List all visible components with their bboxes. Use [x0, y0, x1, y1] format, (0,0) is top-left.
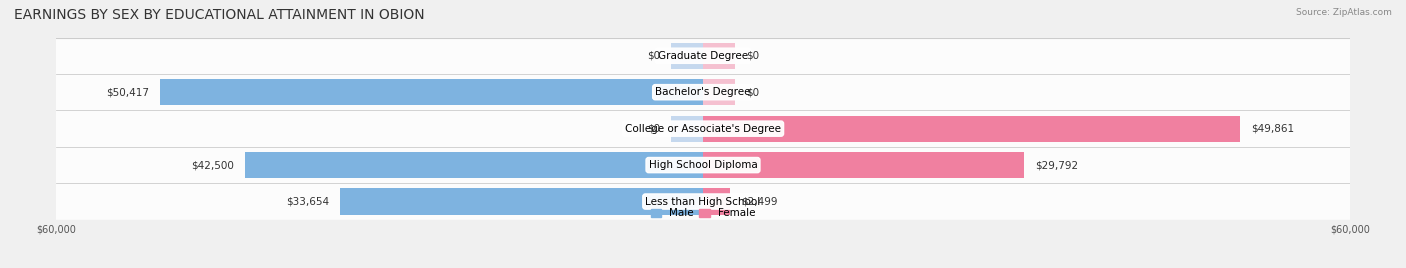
Bar [159, 79, 703, 105]
Text: Graduate Degree: Graduate Degree [658, 51, 748, 61]
Bar [56, 110, 1350, 147]
Text: Source: ZipAtlas.com: Source: ZipAtlas.com [1296, 8, 1392, 17]
Text: $29,792: $29,792 [1035, 160, 1078, 170]
Text: Less than High School: Less than High School [645, 196, 761, 207]
Text: High School Diploma: High School Diploma [648, 160, 758, 170]
Bar [703, 43, 735, 69]
Text: $2,499: $2,499 [741, 196, 778, 207]
Text: EARNINGS BY SEX BY EDUCATIONAL ATTAINMENT IN OBION: EARNINGS BY SEX BY EDUCATIONAL ATTAINMEN… [14, 8, 425, 22]
Bar [56, 38, 1350, 74]
Bar [671, 43, 703, 69]
Bar [703, 188, 730, 215]
Text: $0: $0 [747, 87, 759, 97]
Text: $42,500: $42,500 [191, 160, 235, 170]
Bar [340, 188, 703, 215]
Text: $0: $0 [647, 51, 659, 61]
Text: $0: $0 [747, 51, 759, 61]
Bar [703, 79, 735, 105]
Text: $49,861: $49,861 [1251, 124, 1295, 134]
Bar [56, 74, 1350, 110]
Bar [56, 147, 1350, 183]
Text: $33,654: $33,654 [287, 196, 329, 207]
Bar [245, 152, 703, 178]
Text: $50,417: $50,417 [105, 87, 149, 97]
Bar [671, 116, 703, 142]
Text: Bachelor's Degree: Bachelor's Degree [655, 87, 751, 97]
Text: $0: $0 [647, 124, 659, 134]
Bar [56, 183, 1350, 220]
Text: College or Associate's Degree: College or Associate's Degree [626, 124, 780, 134]
Bar [703, 152, 1024, 178]
Bar [703, 116, 1240, 142]
Legend: Male, Female: Male, Female [651, 208, 755, 218]
